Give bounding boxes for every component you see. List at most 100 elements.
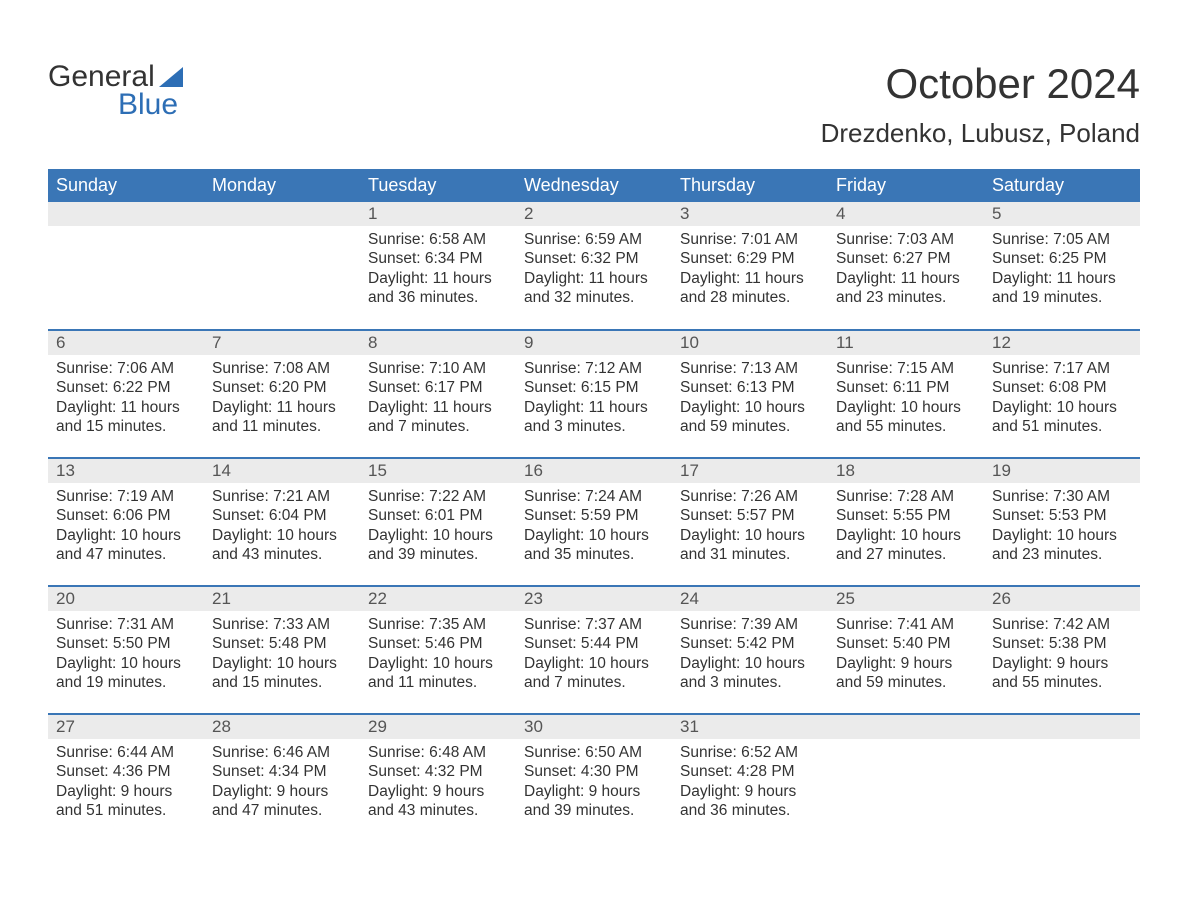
sunrise-line: Sunrise: 7:28 AM xyxy=(836,487,976,506)
day-number: 9 xyxy=(516,331,672,355)
calendar-cell: 27Sunrise: 6:44 AMSunset: 4:36 PMDayligh… xyxy=(48,714,204,842)
sunset-line: Sunset: 5:48 PM xyxy=(212,634,352,653)
daylight-line-1: Daylight: 10 hours xyxy=(368,654,508,673)
day-number: 26 xyxy=(984,587,1140,611)
day-body: Sunrise: 7:17 AMSunset: 6:08 PMDaylight:… xyxy=(984,355,1140,445)
sunset-line: Sunset: 5:55 PM xyxy=(836,506,976,525)
daylight-line-2: and 36 minutes. xyxy=(368,288,508,307)
calendar-cell: 21Sunrise: 7:33 AMSunset: 5:48 PMDayligh… xyxy=(204,586,360,714)
calendar-cell: 11Sunrise: 7:15 AMSunset: 6:11 PMDayligh… xyxy=(828,330,984,458)
day-number: 16 xyxy=(516,459,672,483)
sunset-line: Sunset: 6:04 PM xyxy=(212,506,352,525)
daylight-line-1: Daylight: 11 hours xyxy=(524,398,664,417)
day-number: 28 xyxy=(204,715,360,739)
day-number: 29 xyxy=(360,715,516,739)
empty-day-num xyxy=(984,715,1140,739)
calendar-cell: 22Sunrise: 7:35 AMSunset: 5:46 PMDayligh… xyxy=(360,586,516,714)
daylight-line-2: and 55 minutes. xyxy=(992,673,1132,692)
col-mon: Monday xyxy=(204,169,360,202)
calendar-cell: 26Sunrise: 7:42 AMSunset: 5:38 PMDayligh… xyxy=(984,586,1140,714)
daylight-line-2: and 23 minutes. xyxy=(836,288,976,307)
sunrise-line: Sunrise: 7:01 AM xyxy=(680,230,820,249)
empty-day-num xyxy=(48,202,204,226)
daylight-line-1: Daylight: 11 hours xyxy=(992,269,1132,288)
daylight-line-2: and 55 minutes. xyxy=(836,417,976,436)
daylight-line-2: and 3 minutes. xyxy=(680,673,820,692)
daylight-line-2: and 35 minutes. xyxy=(524,545,664,564)
day-body: Sunrise: 7:37 AMSunset: 5:44 PMDaylight:… xyxy=(516,611,672,701)
day-body: Sunrise: 7:13 AMSunset: 6:13 PMDaylight:… xyxy=(672,355,828,445)
calendar-table: Sunday Monday Tuesday Wednesday Thursday… xyxy=(48,169,1140,842)
sunrise-line: Sunrise: 6:46 AM xyxy=(212,743,352,762)
sunset-line: Sunset: 6:27 PM xyxy=(836,249,976,268)
sunset-line: Sunset: 6:25 PM xyxy=(992,249,1132,268)
daylight-line-1: Daylight: 9 hours xyxy=(212,782,352,801)
sunrise-line: Sunrise: 7:33 AM xyxy=(212,615,352,634)
day-body: Sunrise: 7:24 AMSunset: 5:59 PMDaylight:… xyxy=(516,483,672,573)
daylight-line-2: and 7 minutes. xyxy=(368,417,508,436)
calendar-cell xyxy=(48,202,204,330)
day-body: Sunrise: 6:50 AMSunset: 4:30 PMDaylight:… xyxy=(516,739,672,829)
day-number: 10 xyxy=(672,331,828,355)
day-body: Sunrise: 7:21 AMSunset: 6:04 PMDaylight:… xyxy=(204,483,360,573)
sunrise-line: Sunrise: 7:10 AM xyxy=(368,359,508,378)
sunrise-line: Sunrise: 7:30 AM xyxy=(992,487,1132,506)
day-body: Sunrise: 6:44 AMSunset: 4:36 PMDaylight:… xyxy=(48,739,204,829)
daylight-line-2: and 59 minutes. xyxy=(836,673,976,692)
calendar-cell: 17Sunrise: 7:26 AMSunset: 5:57 PMDayligh… xyxy=(672,458,828,586)
sunrise-line: Sunrise: 7:17 AM xyxy=(992,359,1132,378)
sunset-line: Sunset: 4:30 PM xyxy=(524,762,664,781)
daylight-line-2: and 15 minutes. xyxy=(212,673,352,692)
sunset-line: Sunset: 6:34 PM xyxy=(368,249,508,268)
sunset-line: Sunset: 5:53 PM xyxy=(992,506,1132,525)
daylight-line-1: Daylight: 10 hours xyxy=(836,526,976,545)
daylight-line-2: and 51 minutes. xyxy=(56,801,196,820)
day-body: Sunrise: 7:06 AMSunset: 6:22 PMDaylight:… xyxy=(48,355,204,445)
day-number: 19 xyxy=(984,459,1140,483)
sunset-line: Sunset: 5:57 PM xyxy=(680,506,820,525)
sunrise-line: Sunrise: 7:35 AM xyxy=(368,615,508,634)
calendar-week: 20Sunrise: 7:31 AMSunset: 5:50 PMDayligh… xyxy=(48,586,1140,714)
col-tue: Tuesday xyxy=(360,169,516,202)
day-body: Sunrise: 7:10 AMSunset: 6:17 PMDaylight:… xyxy=(360,355,516,445)
sunrise-line: Sunrise: 7:22 AM xyxy=(368,487,508,506)
day-body: Sunrise: 7:05 AMSunset: 6:25 PMDaylight:… xyxy=(984,226,1140,316)
daylight-line-1: Daylight: 9 hours xyxy=(836,654,976,673)
calendar-cell: 20Sunrise: 7:31 AMSunset: 5:50 PMDayligh… xyxy=(48,586,204,714)
sunrise-line: Sunrise: 7:21 AM xyxy=(212,487,352,506)
daylight-line-1: Daylight: 9 hours xyxy=(56,782,196,801)
calendar-cell: 13Sunrise: 7:19 AMSunset: 6:06 PMDayligh… xyxy=(48,458,204,586)
daylight-line-1: Daylight: 10 hours xyxy=(56,654,196,673)
location: Drezdenko, Lubusz, Poland xyxy=(821,118,1140,149)
sunrise-line: Sunrise: 7:08 AM xyxy=(212,359,352,378)
day-body: Sunrise: 7:33 AMSunset: 5:48 PMDaylight:… xyxy=(204,611,360,701)
sunrise-line: Sunrise: 7:42 AM xyxy=(992,615,1132,634)
day-body: Sunrise: 7:28 AMSunset: 5:55 PMDaylight:… xyxy=(828,483,984,573)
empty-day-num xyxy=(204,202,360,226)
day-body: Sunrise: 7:26 AMSunset: 5:57 PMDaylight:… xyxy=(672,483,828,573)
day-number: 13 xyxy=(48,459,204,483)
daylight-line-2: and 19 minutes. xyxy=(56,673,196,692)
daylight-line-1: Daylight: 10 hours xyxy=(680,654,820,673)
col-fri: Friday xyxy=(828,169,984,202)
daylight-line-1: Daylight: 11 hours xyxy=(368,398,508,417)
daylight-line-2: and 51 minutes. xyxy=(992,417,1132,436)
sunrise-line: Sunrise: 7:26 AM xyxy=(680,487,820,506)
calendar-cell: 9Sunrise: 7:12 AMSunset: 6:15 PMDaylight… xyxy=(516,330,672,458)
calendar-cell: 18Sunrise: 7:28 AMSunset: 5:55 PMDayligh… xyxy=(828,458,984,586)
daylight-line-2: and 43 minutes. xyxy=(368,801,508,820)
col-wed: Wednesday xyxy=(516,169,672,202)
day-number: 23 xyxy=(516,587,672,611)
daylight-line-2: and 47 minutes. xyxy=(56,545,196,564)
sunrise-line: Sunrise: 7:19 AM xyxy=(56,487,196,506)
daylight-line-1: Daylight: 10 hours xyxy=(368,526,508,545)
daylight-line-1: Daylight: 10 hours xyxy=(992,398,1132,417)
day-body: Sunrise: 7:15 AMSunset: 6:11 PMDaylight:… xyxy=(828,355,984,445)
daylight-line-1: Daylight: 9 hours xyxy=(680,782,820,801)
sunrise-line: Sunrise: 6:59 AM xyxy=(524,230,664,249)
day-number: 22 xyxy=(360,587,516,611)
sunset-line: Sunset: 4:32 PM xyxy=(368,762,508,781)
day-number: 17 xyxy=(672,459,828,483)
calendar-cell: 6Sunrise: 7:06 AMSunset: 6:22 PMDaylight… xyxy=(48,330,204,458)
calendar-cell xyxy=(828,714,984,842)
